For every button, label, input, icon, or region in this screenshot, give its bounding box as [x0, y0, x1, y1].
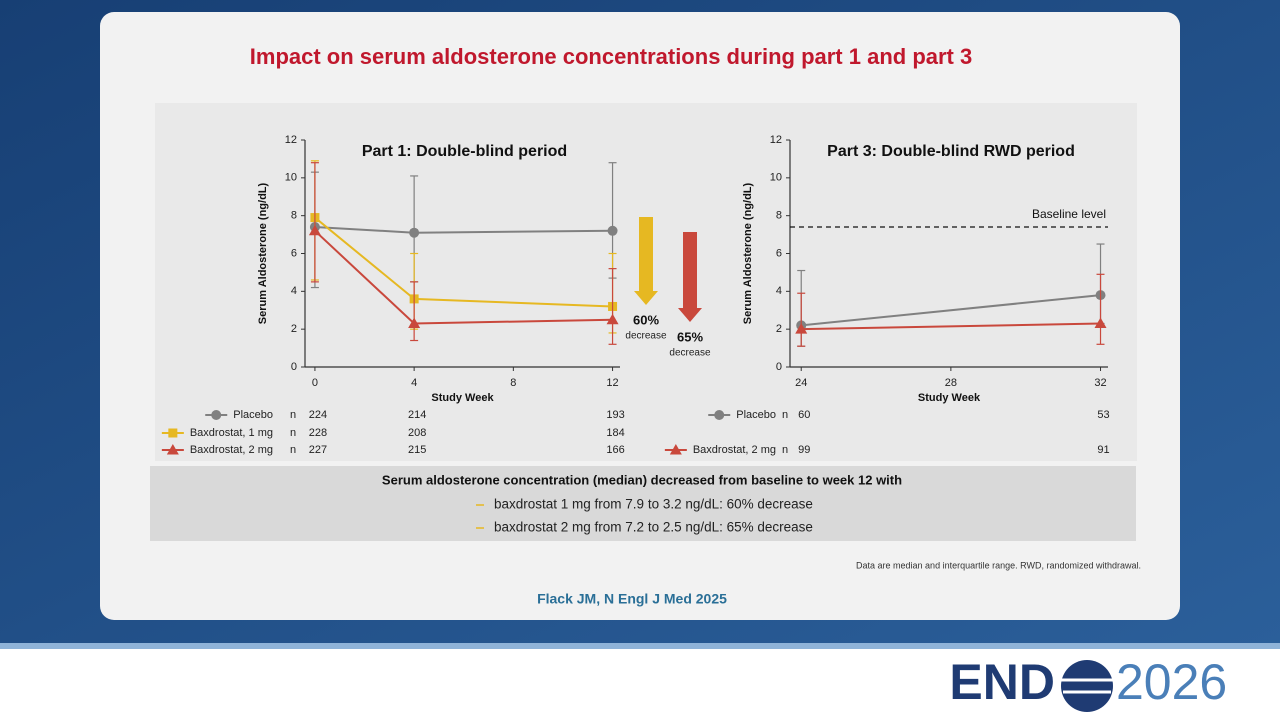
logo-text: END	[949, 654, 1055, 710]
series-line	[801, 322, 1101, 331]
y-tick-label: 10	[770, 172, 782, 184]
legend-label: Baxdrostat, 1 mg	[190, 427, 273, 439]
legend-marker	[168, 428, 178, 438]
x-tick-label: 24	[795, 377, 807, 389]
y-tick-label: 0	[776, 361, 782, 373]
summary-bullet: baxdrostat 1 mg from 7.9 to 3.2 ng/dL: 6…	[494, 497, 813, 512]
x-axis-label: Study Week	[918, 392, 981, 404]
arrow	[678, 232, 702, 322]
y-tick-label: 4	[776, 285, 782, 297]
n-value: 224	[309, 409, 327, 421]
summary-box	[150, 466, 1136, 541]
x-tick-label: 28	[945, 377, 957, 389]
n-label: n	[290, 409, 296, 421]
arrow	[634, 217, 658, 305]
y-tick-label: 4	[291, 285, 297, 297]
legend-marker	[211, 410, 222, 420]
n-value: 99	[798, 444, 810, 456]
citation: Flack JM, N Engl J Med 2025	[537, 591, 727, 607]
legend-marker	[714, 410, 725, 420]
footnote: Data are median and interquartile range.…	[856, 560, 1141, 570]
marker	[795, 323, 808, 334]
n-value: 60	[798, 409, 810, 421]
y-tick-label: 12	[770, 134, 782, 146]
y-axis-label: Serum Aldosterone (ng/dL)	[742, 182, 754, 324]
slide-title: Impact on serum aldosterone concentratio…	[250, 44, 972, 69]
annotation-sub: decrease	[669, 348, 711, 359]
chart-title: Part 1: Double-blind period	[362, 143, 567, 160]
x-tick-label: 4	[411, 377, 417, 389]
x-axis-label: Study Week	[431, 392, 494, 404]
n-value: 228	[309, 427, 327, 439]
marker	[308, 224, 321, 236]
marker	[1094, 317, 1107, 328]
y-tick-label: 8	[291, 210, 297, 222]
logo-globe	[1061, 660, 1113, 712]
y-tick-label: 6	[776, 247, 782, 259]
marker	[607, 225, 618, 236]
marker	[408, 317, 421, 328]
y-tick-label: 2	[291, 323, 297, 335]
annotation: 60%	[633, 312, 659, 327]
n-label: n	[290, 427, 296, 439]
n-value: 53	[1097, 409, 1109, 421]
n-value: 227	[309, 444, 327, 456]
reference-label: Baseline level	[1032, 207, 1106, 221]
band-line	[0, 643, 1280, 649]
n-label: n	[782, 444, 788, 456]
y-axis-label: Serum Aldosterone (ng/dL)	[257, 182, 269, 324]
n-value: 166	[606, 444, 624, 456]
marker	[606, 313, 619, 325]
n-value: 208	[408, 427, 426, 439]
summary-bullet: baxdrostat 2 mg from 7.2 to 2.5 ng/dL: 6…	[494, 520, 813, 535]
n-label: n	[782, 409, 788, 421]
y-tick-label: 6	[291, 247, 297, 259]
n-value: 184	[606, 427, 624, 439]
legend-marker	[669, 444, 682, 455]
y-tick-label: 12	[285, 134, 297, 146]
n-value: 215	[408, 444, 426, 456]
y-tick-label: 10	[285, 172, 297, 184]
y-tick-label: 8	[776, 210, 782, 222]
y-tick-label: 0	[291, 361, 297, 373]
annotation-sub: decrease	[625, 331, 667, 342]
x-tick-label: 32	[1094, 377, 1106, 389]
legend-label: Placebo	[736, 409, 776, 421]
y-tick-label: 2	[776, 323, 782, 335]
chart-title: Part 3: Double-blind RWD period	[827, 143, 1075, 160]
legend-marker	[166, 444, 179, 455]
n-label: n	[290, 444, 296, 456]
legend-label: Baxdrostat, 2 mg	[190, 444, 273, 456]
logo-text: 2026	[1116, 654, 1227, 710]
series-line	[801, 294, 1101, 327]
n-value: 193	[606, 409, 624, 421]
summary-heading: Serum aldosterone concentration (median)…	[382, 472, 902, 487]
annotation: 65%	[677, 329, 703, 344]
x-tick-label: 0	[312, 377, 318, 389]
legend-label: Placebo	[233, 409, 273, 421]
n-value: 214	[408, 409, 426, 421]
legend-label: Baxdrostat, 2 mg	[693, 444, 776, 456]
n-value: 91	[1097, 444, 1109, 456]
marker	[409, 227, 420, 238]
x-tick-label: 12	[606, 377, 618, 389]
x-tick-label: 8	[510, 377, 516, 389]
